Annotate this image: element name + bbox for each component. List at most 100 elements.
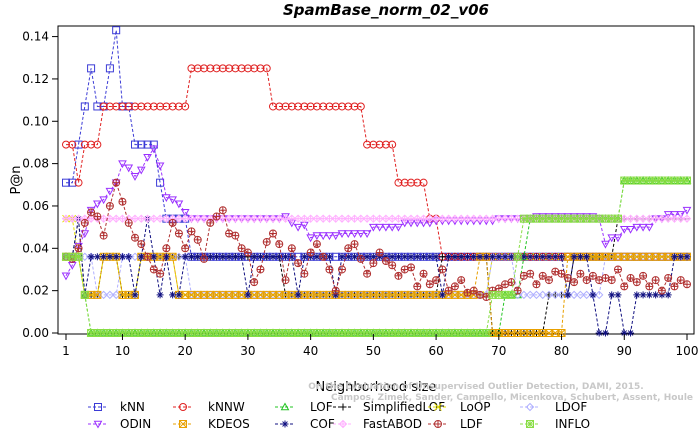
point-knn	[105, 64, 114, 73]
point-kdeos	[551, 329, 560, 337]
point-cof	[570, 253, 578, 261]
point-cof	[231, 253, 239, 261]
point-ldf	[425, 280, 434, 289]
point-knnw	[156, 102, 165, 111]
point-knnw	[312, 102, 321, 111]
point-knnw	[193, 64, 202, 73]
point-cof	[664, 291, 672, 299]
legend-marker-simplifiedlof	[339, 403, 347, 411]
point-cof	[100, 253, 108, 261]
point-cof	[564, 291, 572, 299]
point-odin	[337, 230, 347, 239]
point-knnw	[356, 102, 365, 111]
point-ldf	[350, 240, 359, 249]
point-odin	[670, 211, 679, 219]
point-cof	[576, 253, 584, 261]
point-odin	[149, 145, 159, 154]
point-cof	[420, 253, 428, 261]
point-odin	[306, 234, 315, 243]
point-ldf	[664, 273, 673, 282]
point-cof	[451, 253, 459, 261]
point-knnw	[112, 102, 121, 111]
point-odin	[86, 206, 96, 215]
point-knnw	[181, 102, 190, 111]
x-tick-label: 70	[491, 344, 506, 358]
point-knnw	[218, 64, 227, 73]
point-kdeos	[344, 290, 353, 299]
point-knn	[149, 140, 158, 149]
point-cof	[388, 253, 396, 261]
point-knnw	[131, 102, 139, 111]
point-cof	[463, 253, 471, 261]
legend-marker-knnw	[179, 403, 187, 411]
point-cof	[282, 253, 290, 261]
point-kdeos	[614, 252, 622, 261]
point-knnw	[344, 102, 353, 111]
point-odin	[369, 223, 378, 232]
point-ldf	[595, 276, 604, 285]
legend-marker-inflo	[526, 420, 534, 428]
point-kdeos	[526, 329, 535, 337]
point-ldf	[413, 282, 422, 291]
point-odin	[362, 230, 372, 239]
point-ldf	[243, 248, 252, 257]
point-knnw	[149, 102, 158, 111]
x-tick-label: 50	[366, 344, 381, 358]
point-ldof	[569, 290, 579, 300]
point-odin	[124, 164, 134, 173]
legend-marker-cof	[281, 420, 289, 428]
point-knnw	[344, 102, 353, 111]
point-odin	[682, 206, 692, 215]
point-cof	[558, 253, 566, 261]
point-cof	[219, 253, 227, 261]
point-kdeos	[425, 290, 434, 299]
point-kdeos	[538, 329, 547, 337]
point-odin	[130, 173, 140, 181]
point-ldof	[576, 290, 585, 300]
legend-label-knn: kNN	[120, 400, 145, 414]
legend-marker-kdeos	[179, 420, 187, 428]
point-kdeos	[356, 290, 365, 299]
point-ldf	[112, 178, 121, 187]
legend-marker-ldf	[434, 420, 442, 428]
y-tick-label: 0.08	[22, 157, 49, 171]
point-kdeos	[375, 290, 384, 299]
point-knn	[62, 178, 70, 187]
point-ldf	[450, 282, 459, 291]
point-knnw	[105, 102, 114, 111]
point-cof	[526, 253, 534, 261]
point-cof	[470, 253, 478, 261]
point-knnw	[287, 102, 296, 111]
point-ldof	[532, 290, 541, 300]
point-inflo	[74, 252, 83, 261]
point-cof	[482, 253, 490, 261]
point-odin	[143, 153, 152, 162]
point-knnw	[62, 140, 70, 149]
point-cof	[495, 253, 503, 261]
point-cof	[313, 253, 321, 261]
point-odin	[682, 206, 692, 215]
y-axis-title: P@n	[9, 165, 24, 194]
point-cof	[156, 291, 164, 299]
point-ldof	[594, 290, 604, 300]
point-knnw	[294, 102, 303, 111]
point-cof	[394, 253, 402, 261]
point-kdeos	[607, 252, 616, 261]
point-odin	[118, 160, 127, 169]
legend-label-lof: LOF	[310, 400, 333, 414]
point-ldf	[325, 265, 334, 274]
point-ldf	[444, 286, 453, 295]
point-knn	[62, 178, 70, 187]
point-kdeos	[388, 290, 397, 299]
point-kdeos	[601, 252, 610, 261]
point-cof	[175, 291, 183, 299]
legend-item-odin: ODIN	[88, 417, 151, 431]
point-odin	[99, 196, 108, 205]
point-knnw	[200, 64, 208, 73]
point-odin	[626, 225, 635, 234]
point-kdeos	[645, 252, 654, 261]
point-knnw	[87, 140, 96, 149]
x-tick-label: 100	[676, 344, 699, 358]
point-odin	[387, 223, 397, 232]
point-knnw	[243, 64, 252, 73]
